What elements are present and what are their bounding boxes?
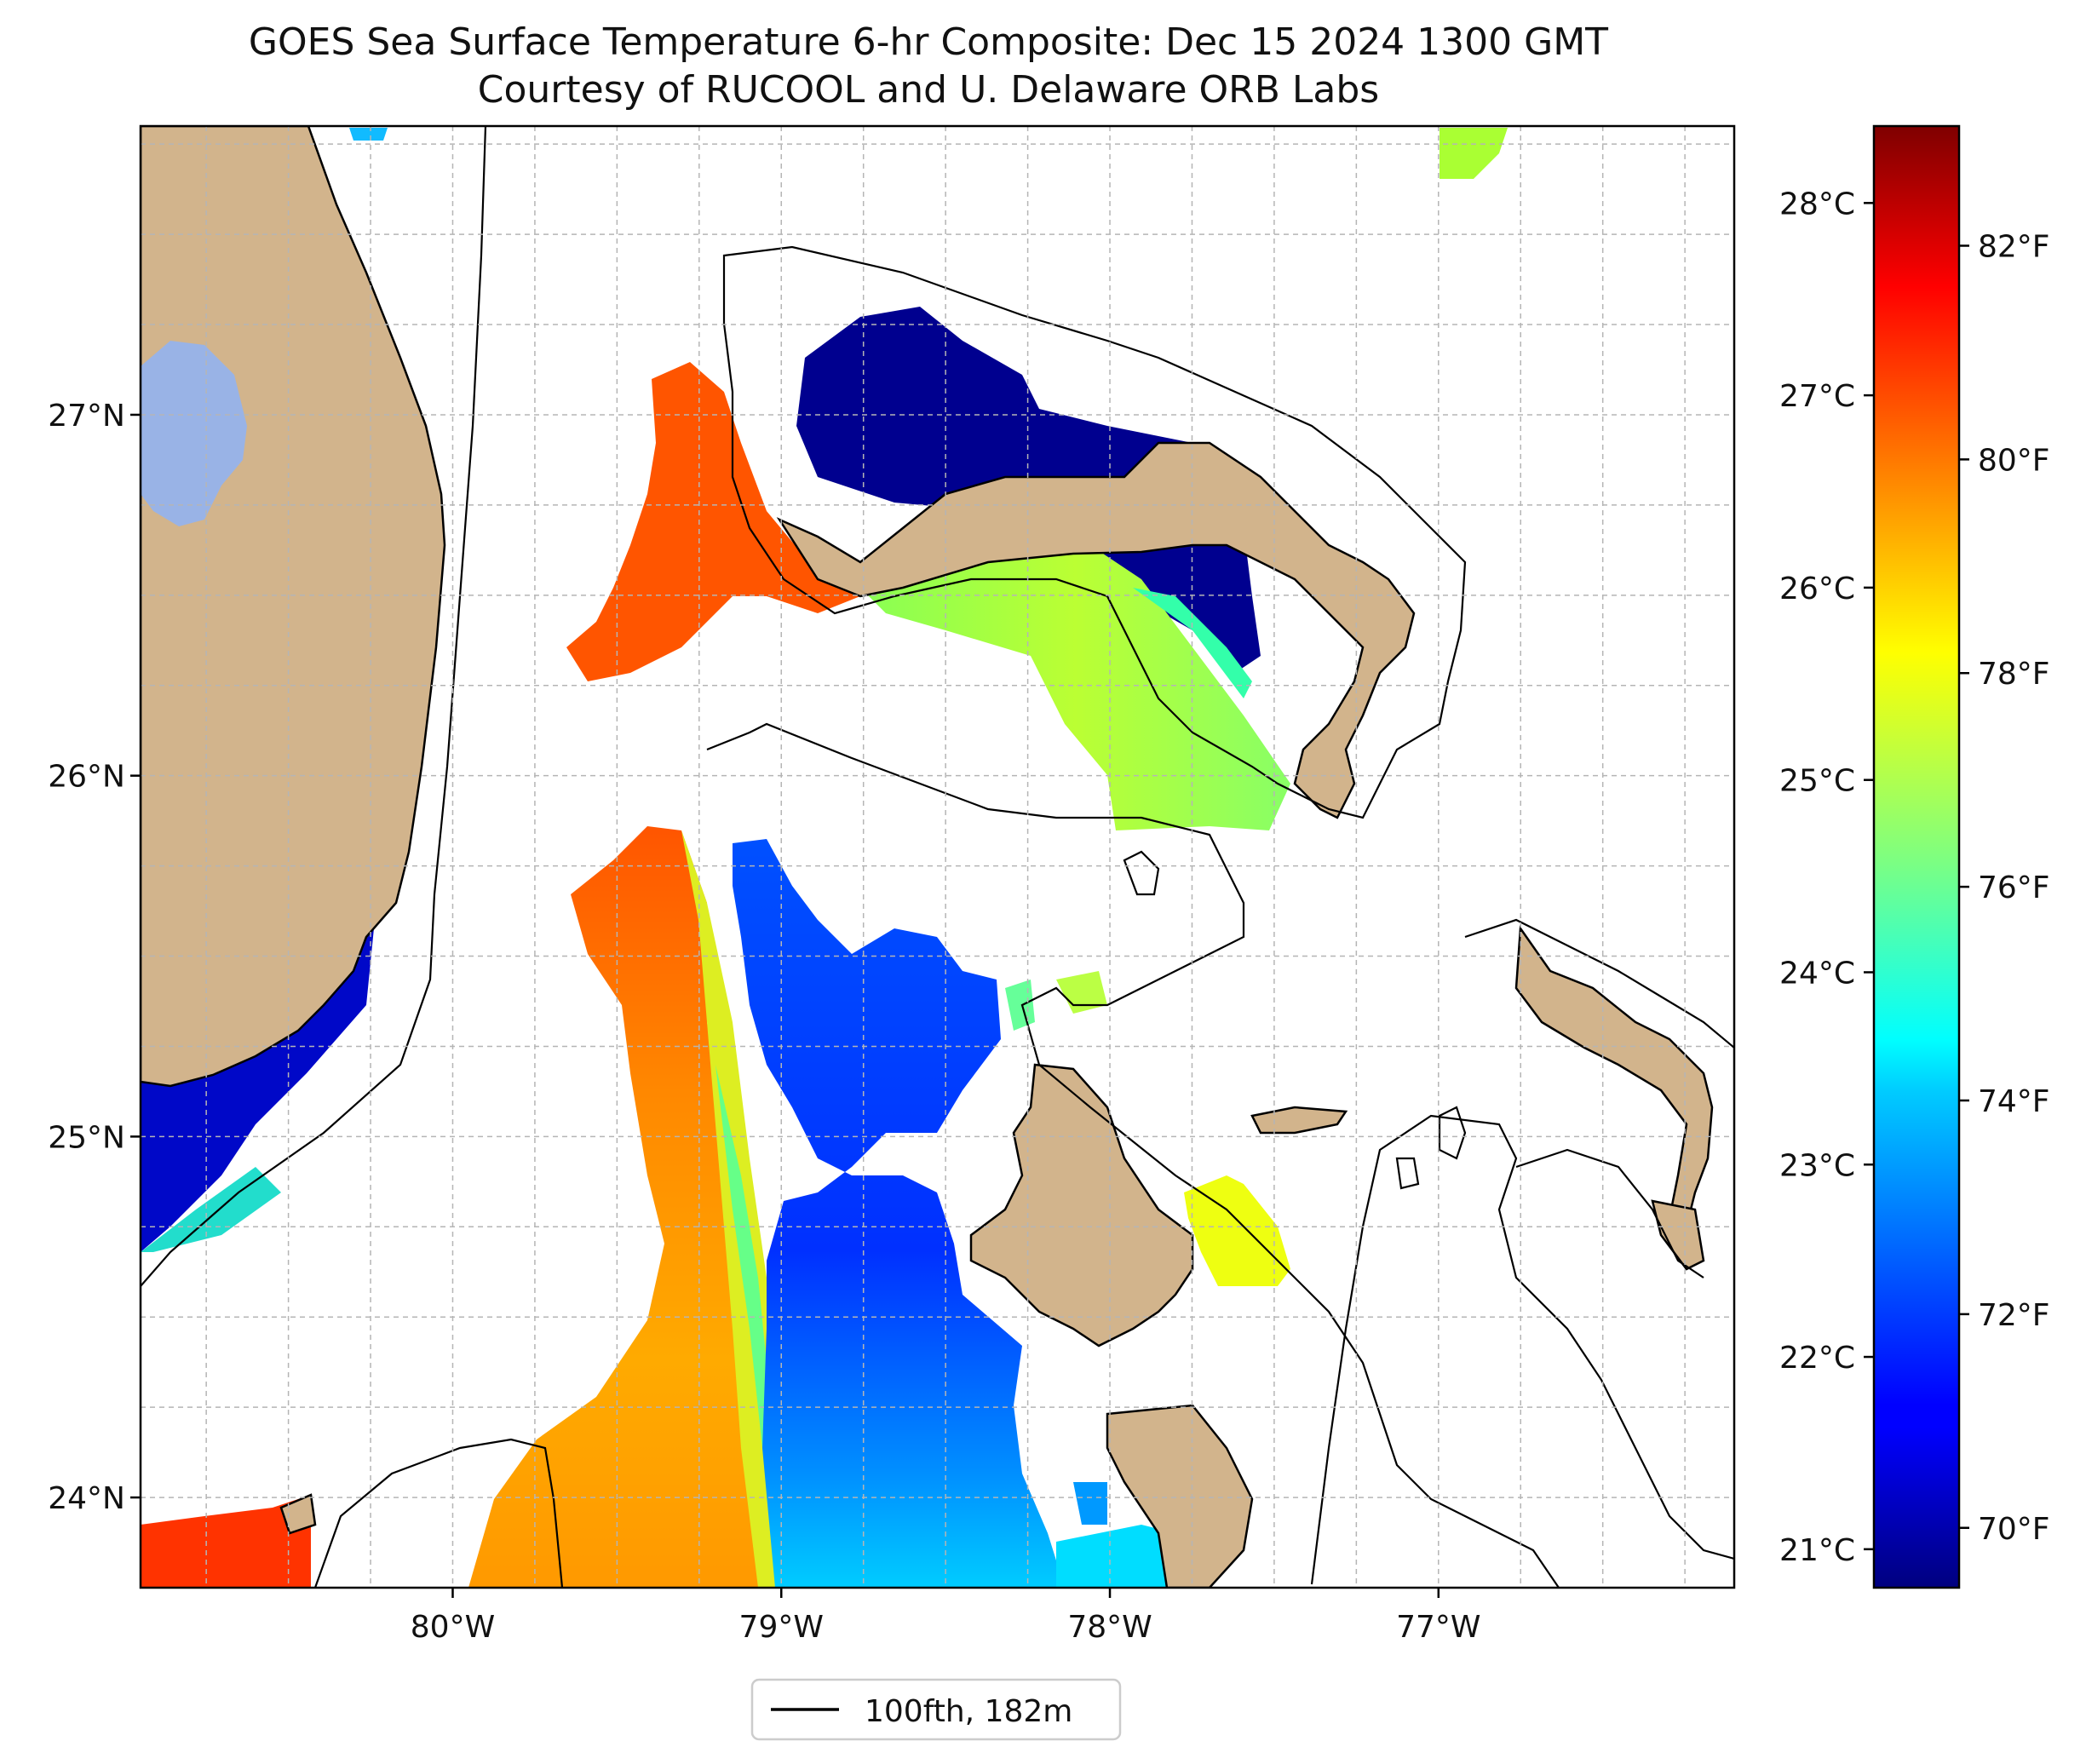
lon-tick-label: 80°W bbox=[411, 1610, 495, 1645]
map-area bbox=[141, 126, 1734, 1588]
andros-island-land bbox=[969, 1063, 1194, 1347]
map-subtitle: Courtesy of RUCOOL and U. Delaware ORB L… bbox=[477, 68, 1380, 112]
fahrenheit-tick-label: 76°F bbox=[1978, 871, 2050, 905]
legend-box bbox=[750, 1678, 1122, 1741]
celsius-tick-label: 26°C bbox=[1779, 572, 1855, 606]
eleuthera-land bbox=[1514, 925, 1714, 1228]
sst-patch-tongue-blue bbox=[733, 839, 1065, 1588]
colorbar: 21°C 22°C 23°C 24°C 25°C 26°C 27°C 28°C 70°F 72°… bbox=[1779, 124, 2050, 1589]
lon-tick-label: 77°W bbox=[1396, 1610, 1480, 1645]
colorbar-gradient bbox=[1872, 124, 1961, 1589]
sst-patch-small-green-2 bbox=[1056, 971, 1107, 1014]
grand-bahama-land bbox=[776, 441, 1416, 819]
lon-tick-label: 78°W bbox=[1067, 1610, 1152, 1645]
celsius-tick-label: 28°C bbox=[1779, 187, 1855, 221]
eleuthera-south-land bbox=[1651, 1199, 1705, 1271]
sst-patch-green-cyan-edge bbox=[1133, 588, 1252, 698]
contour-small-island-1 bbox=[1438, 1106, 1467, 1160]
contour-tongue-of-ocean bbox=[1310, 1114, 1734, 1585]
fahrenheit-tick-label: 74°F bbox=[1978, 1084, 2050, 1119]
sst-patch-top-cyan bbox=[349, 128, 388, 141]
contour-small-island-2 bbox=[1395, 1157, 1420, 1190]
lon-tick-label: 79°W bbox=[739, 1610, 824, 1645]
celsius-tick-label: 27°C bbox=[1779, 379, 1855, 414]
lat-tick-label: 27°N bbox=[48, 399, 125, 434]
contour-florida-strait-south bbox=[313, 1438, 564, 1588]
andros-south-land bbox=[1106, 1404, 1254, 1588]
sst-patch-top-green bbox=[1440, 128, 1508, 179]
fahrenheit-tick-label: 78°F bbox=[1978, 657, 2050, 692]
fahrenheit-tick-label: 80°F bbox=[1978, 443, 2050, 478]
lat-tick-label: 25°N bbox=[48, 1120, 125, 1155]
sst-patch-gulfstream-south bbox=[468, 826, 762, 1588]
latitude-tick-labels: 24°N 25°N 26°N 27°N bbox=[48, 399, 141, 1516]
fahrenheit-tick-label: 70°F bbox=[1978, 1512, 2050, 1547]
isobath-100fth bbox=[141, 126, 1734, 1588]
new-providence-land bbox=[1250, 1106, 1348, 1135]
florida-peninsula-land bbox=[141, 126, 446, 1088]
sst-patch-florida-bay-red bbox=[141, 1495, 311, 1588]
contour-little-bahama-bank bbox=[722, 245, 1467, 819]
lake-okeechobee bbox=[141, 341, 247, 526]
map-title: GOES Sea Surface Temperature 6-hr Compos… bbox=[248, 20, 1609, 64]
contour-great-bahama-bank bbox=[706, 722, 1560, 1588]
sst-patch-green-yellow bbox=[860, 545, 1290, 830]
sst-patch-small-green bbox=[1005, 980, 1035, 1031]
map-frame bbox=[139, 124, 1736, 1589]
sst-patch-small-blue bbox=[1073, 1482, 1107, 1525]
colorbar-fahrenheit-ticks: 70°F 72°F 74°F 76°F 78°F 80°F 82°F bbox=[1959, 229, 2050, 1547]
celsius-tick-label: 22°C bbox=[1779, 1341, 1855, 1376]
florida-keys-land bbox=[279, 1493, 317, 1535]
lat-tick-label: 24°N bbox=[48, 1481, 125, 1516]
colorbar-celsius-ticks: 21°C 22°C 23°C 24°C 25°C 26°C 27°C 28°C bbox=[1779, 187, 1874, 1568]
contour-florida-shelf bbox=[141, 126, 487, 1287]
sst-patch-cyan-bottom bbox=[1056, 1525, 1192, 1588]
lat-tick-label: 26°N bbox=[48, 760, 125, 795]
celsius-tick-label: 24°C bbox=[1779, 956, 1855, 991]
fahrenheit-tick-label: 82°F bbox=[1978, 229, 2050, 264]
contour-east-shelf bbox=[1464, 918, 1734, 1049]
gridlines bbox=[141, 126, 1734, 1588]
legend: 100fth, 182m bbox=[750, 1678, 1122, 1741]
sst-patch-gulfstream-north bbox=[566, 362, 860, 681]
sst-patch-yellow bbox=[1184, 1175, 1290, 1286]
longitude-tick-labels: 80°W 79°W 78°W 77°W bbox=[411, 1588, 1481, 1645]
contour-small-island-3 bbox=[1123, 850, 1160, 896]
contour-exuma-east bbox=[1515, 1148, 1704, 1278]
fahrenheit-tick-label: 72°F bbox=[1978, 1298, 2050, 1333]
legend-label: 100fth, 182m bbox=[865, 1694, 1072, 1729]
celsius-tick-label: 25°C bbox=[1779, 764, 1855, 799]
celsius-tick-label: 23°C bbox=[1779, 1148, 1855, 1183]
celsius-tick-label: 21°C bbox=[1779, 1533, 1855, 1568]
